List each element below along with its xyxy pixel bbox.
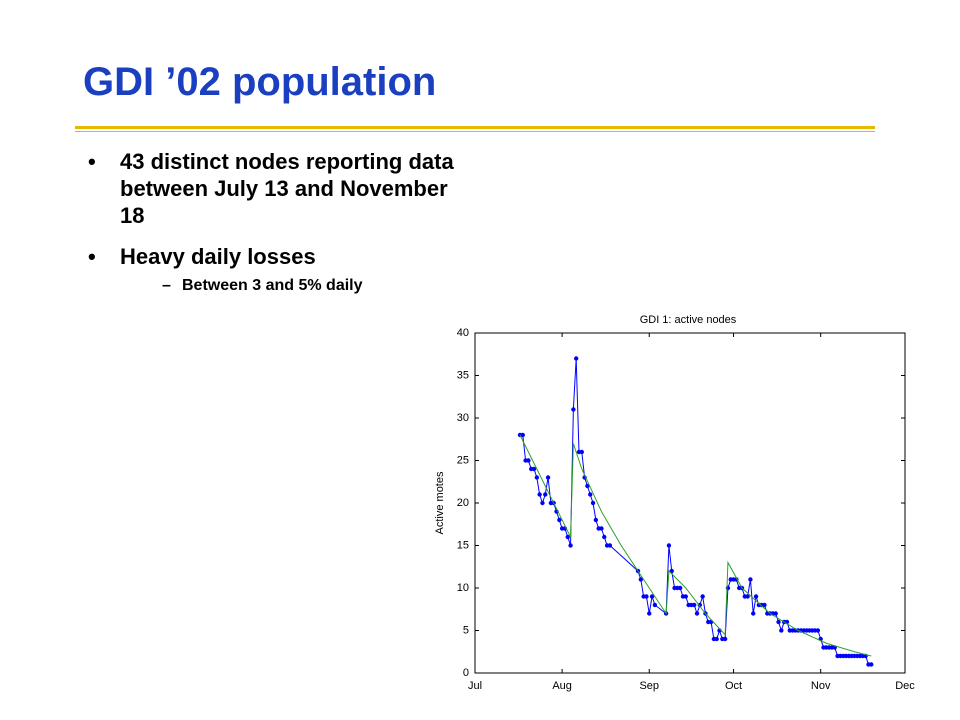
point — [745, 594, 750, 599]
point — [753, 594, 759, 599]
sub-list: Between 3 and 5% daily — [120, 276, 468, 296]
point — [571, 407, 576, 412]
point — [602, 534, 607, 540]
point — [647, 611, 652, 616]
point — [779, 628, 784, 633]
plot-frame — [474, 332, 906, 674]
slide-title: GDI ’02 population — [83, 60, 437, 104]
bullet: Heavy daily losses Between 3 and 5% dail… — [88, 243, 468, 296]
point — [537, 492, 542, 497]
series-line — [519, 434, 872, 657]
point — [520, 432, 525, 438]
y-tick-label: 25 — [457, 454, 469, 466]
x-tick-label: Dec — [895, 680, 915, 692]
y-tick-label: 20 — [457, 497, 469, 509]
point — [773, 611, 778, 616]
point — [776, 619, 781, 625]
point — [677, 585, 683, 591]
point — [762, 602, 767, 608]
point — [607, 543, 613, 548]
point — [700, 594, 705, 599]
point — [722, 636, 728, 642]
point — [638, 577, 644, 582]
y-tick-label: 5 — [463, 624, 469, 636]
point — [545, 475, 551, 480]
y-tick-label: 30 — [457, 412, 469, 424]
point — [579, 449, 584, 455]
point — [652, 602, 658, 608]
point — [557, 517, 562, 523]
point — [708, 619, 714, 625]
y-tick-label: 15 — [457, 539, 469, 551]
x-tick-label: Oct — [725, 680, 742, 692]
bullet: 43 distinct nodes reporting data between… — [88, 148, 468, 229]
title-rule — [75, 131, 875, 132]
y-tick-label: 40 — [457, 327, 469, 339]
y-tick-label: 10 — [457, 582, 469, 594]
point — [540, 500, 545, 506]
point — [534, 475, 540, 480]
point — [599, 526, 604, 531]
point — [649, 594, 655, 599]
bullet-text: Heavy daily losses — [120, 244, 316, 269]
title-rule — [75, 126, 875, 129]
bullet-list: 43 distinct nodes reporting data between… — [88, 148, 468, 310]
y-axis-label: Active motes — [434, 471, 446, 534]
point — [694, 611, 700, 616]
point — [526, 458, 531, 463]
point — [568, 543, 573, 548]
series-line — [519, 358, 872, 665]
y-tick-label: 35 — [457, 369, 469, 381]
point — [531, 466, 537, 472]
point — [697, 602, 703, 608]
point — [869, 662, 874, 667]
point — [748, 577, 753, 582]
point — [590, 500, 596, 506]
point — [815, 628, 821, 633]
point — [573, 356, 579, 361]
sub-bullet: Between 3 and 5% daily — [162, 276, 468, 296]
point — [543, 492, 548, 497]
x-tick-label: Jul — [468, 680, 482, 692]
y-tick-label: 0 — [463, 667, 469, 679]
point — [683, 594, 688, 599]
x-tick-label: Sep — [639, 680, 659, 692]
point — [692, 602, 697, 608]
chart-title: GDI 1: active nodes — [640, 314, 737, 326]
point — [666, 543, 672, 548]
x-tick-label: Nov — [811, 680, 831, 692]
point — [588, 492, 593, 497]
point — [714, 636, 719, 642]
point — [565, 534, 570, 540]
point — [585, 483, 590, 489]
x-tick-label: Aug — [552, 680, 572, 692]
point — [593, 517, 599, 523]
point — [644, 594, 649, 599]
point — [751, 611, 756, 616]
